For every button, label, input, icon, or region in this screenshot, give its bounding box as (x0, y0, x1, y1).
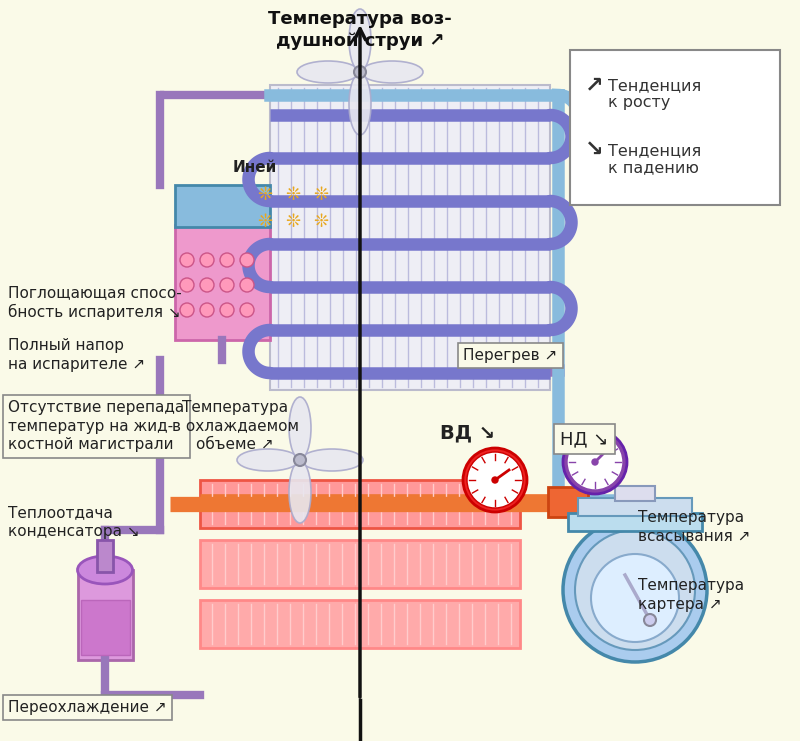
FancyBboxPatch shape (175, 185, 270, 227)
FancyBboxPatch shape (200, 600, 520, 648)
Text: НД ↘: НД ↘ (560, 430, 608, 448)
Circle shape (220, 303, 234, 317)
Text: ❊: ❊ (286, 186, 301, 204)
Circle shape (180, 253, 194, 267)
Circle shape (200, 303, 214, 317)
Text: Температура воз-
душной струи ↗: Температура воз- душной струи ↗ (268, 10, 452, 50)
Circle shape (200, 278, 214, 292)
FancyBboxPatch shape (578, 498, 692, 516)
FancyBboxPatch shape (200, 540, 520, 588)
Text: ❊: ❊ (314, 186, 329, 204)
Ellipse shape (78, 556, 133, 584)
Text: Переохлаждение ↗: Переохлаждение ↗ (8, 700, 166, 715)
Text: ❊: ❊ (286, 213, 301, 231)
Ellipse shape (289, 397, 311, 459)
Circle shape (463, 448, 527, 512)
Circle shape (644, 614, 656, 626)
Circle shape (220, 278, 234, 292)
Text: Отсутствие перепада
температур на жид-
костной магистрали: Отсутствие перепада температур на жид- к… (8, 400, 184, 452)
FancyBboxPatch shape (97, 540, 113, 572)
Circle shape (575, 530, 695, 650)
Text: Тенденция
к росту: Тенденция к росту (608, 78, 702, 110)
Circle shape (354, 66, 366, 78)
FancyBboxPatch shape (615, 486, 655, 501)
FancyBboxPatch shape (81, 600, 130, 655)
Text: Тенденция
к падению: Тенденция к падению (608, 143, 702, 176)
Text: ВД ↘: ВД ↘ (440, 423, 495, 442)
Circle shape (467, 452, 523, 508)
Circle shape (240, 303, 254, 317)
Ellipse shape (349, 9, 371, 71)
Text: ↗: ↗ (585, 75, 604, 95)
Circle shape (180, 303, 194, 317)
Text: Полный напор
на испарителе ↗: Полный напор на испарителе ↗ (8, 338, 145, 371)
Ellipse shape (349, 73, 371, 135)
Circle shape (220, 253, 234, 267)
Text: ❊: ❊ (314, 213, 329, 231)
Ellipse shape (301, 449, 363, 471)
Text: Перегрев ↗: Перегрев ↗ (463, 348, 558, 363)
Text: Температура
всасывания ↗: Температура всасывания ↗ (638, 510, 750, 544)
Text: Температура
в охлаждаемом
объеме ↗: Температура в охлаждаемом объеме ↗ (171, 400, 298, 452)
Ellipse shape (289, 461, 311, 523)
Circle shape (592, 459, 598, 465)
Text: ❊: ❊ (258, 213, 273, 231)
Text: Иней: Иней (233, 161, 277, 176)
Text: Температура
картера ↗: Температура картера ↗ (638, 578, 744, 611)
Circle shape (240, 278, 254, 292)
FancyBboxPatch shape (78, 570, 133, 660)
Ellipse shape (297, 61, 359, 83)
Ellipse shape (361, 61, 423, 83)
Circle shape (200, 253, 214, 267)
Circle shape (563, 430, 627, 494)
Text: Теплоотдача
конденсатора ↘: Теплоотдача конденсатора ↘ (8, 505, 140, 539)
Circle shape (294, 454, 306, 466)
Text: Поглощающая спосо-
бность испарителя ↘: Поглощающая спосо- бность испарителя ↘ (8, 285, 182, 320)
Circle shape (180, 278, 194, 292)
FancyBboxPatch shape (548, 487, 588, 517)
FancyBboxPatch shape (175, 225, 270, 340)
Circle shape (563, 518, 707, 662)
Text: ❊: ❊ (258, 186, 273, 204)
FancyBboxPatch shape (568, 513, 702, 531)
Ellipse shape (237, 449, 299, 471)
FancyBboxPatch shape (200, 480, 520, 528)
Text: ↘: ↘ (585, 140, 604, 160)
Circle shape (492, 477, 498, 483)
Circle shape (591, 554, 679, 642)
Circle shape (240, 253, 254, 267)
FancyBboxPatch shape (570, 50, 780, 205)
FancyBboxPatch shape (270, 85, 550, 390)
Circle shape (567, 434, 623, 490)
